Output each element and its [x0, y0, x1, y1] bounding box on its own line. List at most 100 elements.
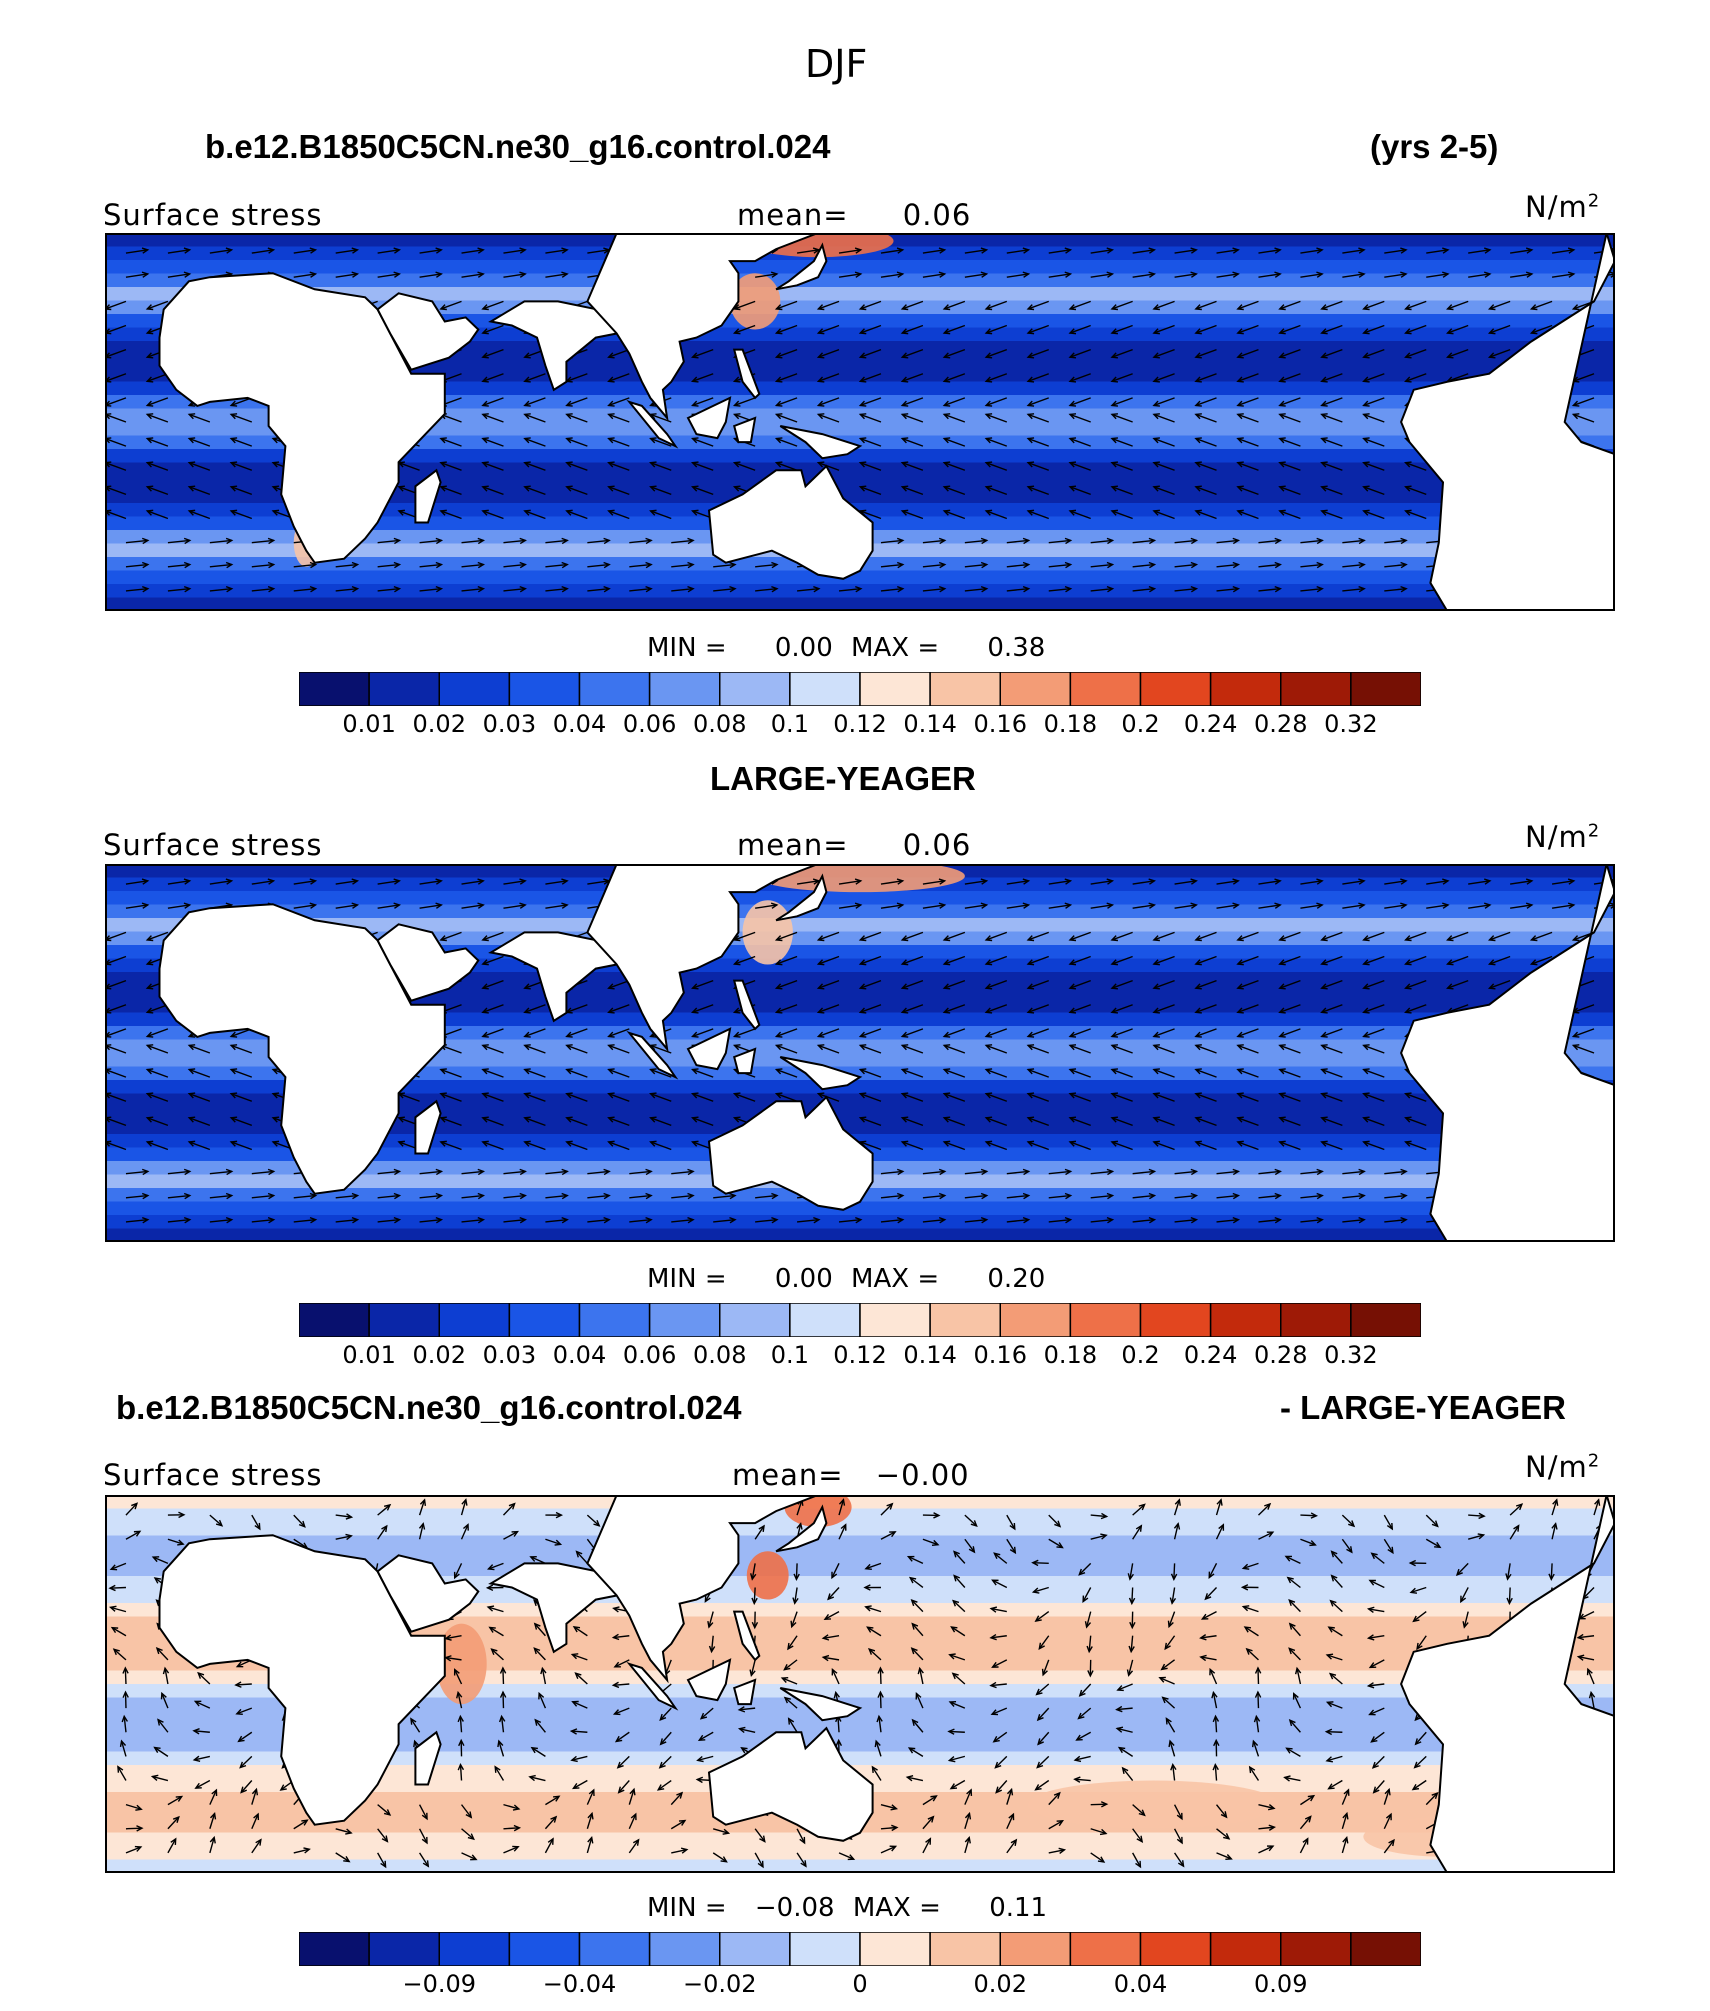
- wind-vector: [1082, 1587, 1092, 1602]
- wind-vector-head: [1529, 959, 1538, 966]
- land-mass: [732, 1610, 761, 1662]
- wind-vector: [1363, 1028, 1385, 1038]
- wind-vector: [1460, 1587, 1469, 1603]
- wind-vector-head: [687, 561, 695, 569]
- wind-vector-head: [345, 1533, 353, 1541]
- wind-vector: [1447, 324, 1469, 334]
- wind-vector: [524, 1004, 546, 1013]
- wind-vector-head: [732, 400, 741, 407]
- panel1-mean-label: mean= 0.06: [737, 198, 971, 232]
- wind-vector: [1363, 1044, 1385, 1054]
- wind-vector: [1447, 955, 1469, 965]
- wind-vector-head: [989, 1633, 997, 1641]
- wind-vector: [1215, 1499, 1222, 1516]
- wind-vector-head: [1236, 1068, 1244, 1075]
- wind-vector: [922, 1219, 945, 1223]
- wind-vector-head: [707, 1621, 714, 1629]
- wind-vector: [1363, 931, 1385, 941]
- wind-vector: [1173, 1828, 1183, 1844]
- wind-vector-head: [565, 1044, 573, 1051]
- wind-vector: [943, 1141, 966, 1151]
- wind-vector-head: [1248, 1765, 1256, 1774]
- wind-vector-head: [153, 1746, 161, 1754]
- field-band: [105, 1228, 1615, 1242]
- wind-vector: [1300, 1538, 1316, 1546]
- wind-vector: [902, 1044, 924, 1054]
- panel1-title-left: b.e12.B1850C5CN.ne30_g16.control.024: [205, 128, 831, 165]
- wind-vector: [1258, 1194, 1281, 1199]
- panel2-min-value: 0.00: [774, 1264, 833, 1294]
- wind-vector-head: [1152, 1044, 1160, 1051]
- wind-vector-head: [1106, 247, 1115, 254]
- wind-vector-head: [1288, 1622, 1296, 1630]
- wind-vector-head: [632, 1838, 640, 1846]
- colorbar-tick-label: 0.28: [1254, 1341, 1308, 1369]
- wind-vector: [755, 904, 777, 909]
- wind-vector: [671, 1848, 688, 1854]
- wind-vector-head: [1320, 413, 1328, 420]
- wind-vector-head: [117, 1765, 124, 1773]
- wind-vector-head: [553, 1795, 561, 1802]
- wind-vector-head: [145, 959, 154, 966]
- wind-vector-head: [938, 902, 947, 909]
- wind-vector-head: [523, 485, 531, 492]
- wind-vector: [1384, 1170, 1407, 1175]
- wind-vector: [1363, 300, 1385, 310]
- wind-vector: [503, 880, 526, 885]
- wind-vector-head: [1442, 878, 1450, 885]
- wind-vector-head: [271, 485, 280, 492]
- wind-vector: [419, 539, 442, 544]
- wind-vector: [922, 880, 945, 885]
- wind-vector: [1195, 1117, 1217, 1127]
- wind-vector: [1237, 955, 1259, 965]
- wind-vector-head: [1316, 247, 1324, 254]
- wind-vector-head: [1148, 271, 1156, 278]
- wind-vector-head: [1152, 509, 1160, 516]
- wind-vector-head: [235, 1708, 243, 1716]
- wind-vector-head: [1327, 1626, 1335, 1633]
- field-band: [105, 1846, 1615, 1861]
- wind-vector: [1027, 324, 1049, 334]
- wind-vector: [1573, 397, 1595, 407]
- land-mass: [775, 873, 828, 922]
- wind-vector: [1258, 588, 1281, 592]
- panel3-units-text: N/m: [1525, 1450, 1588, 1484]
- wind-vector: [503, 563, 526, 568]
- wind-vector: [440, 1068, 462, 1078]
- wind-vector-head: [529, 1555, 537, 1562]
- wind-vector-head: [607, 352, 615, 359]
- wind-vector: [377, 588, 400, 592]
- wind-vector: [628, 1789, 635, 1805]
- wind-vector-head: [481, 935, 489, 942]
- wind-vector: [1153, 462, 1175, 471]
- wind-vector: [544, 1816, 557, 1830]
- wind-vector: [251, 1514, 261, 1530]
- wind-vector-head: [1167, 1620, 1174, 1629]
- wind-vector-head: [565, 461, 573, 468]
- wind-vector: [1342, 273, 1365, 278]
- wind-vector-head: [1236, 413, 1244, 420]
- colorbar-tick-label: 0.04: [1113, 1970, 1168, 1998]
- wind-vector: [566, 437, 588, 447]
- wind-vector-head: [970, 1520, 978, 1528]
- wind-vector: [1573, 413, 1595, 423]
- wind-vector-head: [858, 1031, 867, 1038]
- wind-vector: [613, 1683, 630, 1686]
- wind-vector-head: [1278, 1092, 1286, 1099]
- wind-vector: [188, 1068, 211, 1078]
- wind-vector-head: [1174, 1498, 1181, 1506]
- wind-vector: [1208, 1563, 1218, 1578]
- wind-vector-head: [481, 1044, 489, 1051]
- wind-vector: [1111, 324, 1133, 334]
- panel1-max-label: MAX =: [851, 633, 940, 663]
- wind-vector-head: [145, 461, 154, 468]
- wind-vector: [1279, 437, 1301, 447]
- wind-vector-head: [1110, 1140, 1119, 1147]
- wind-vector-head: [816, 1031, 825, 1038]
- colorbar-swatch: [1350, 672, 1421, 706]
- colorbar-tick-label: 0.14: [903, 1341, 957, 1369]
- wind-vector-head: [896, 247, 905, 254]
- panel1-colorbar: [299, 672, 1421, 706]
- wind-vector-head: [1128, 1597, 1136, 1606]
- wind-vector-head: [421, 1836, 428, 1845]
